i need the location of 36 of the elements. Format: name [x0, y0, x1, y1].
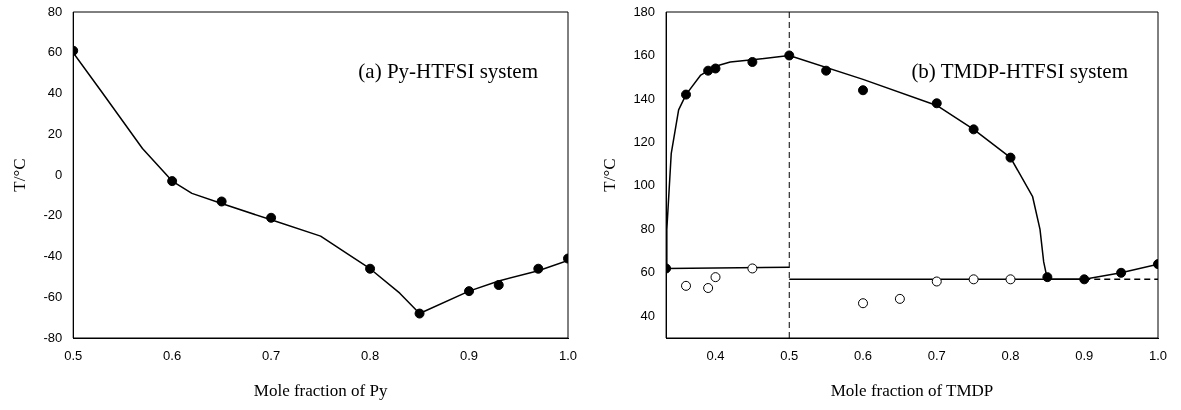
x-tick-label: 0.8	[361, 348, 380, 364]
y-tick-label: 80	[640, 220, 656, 236]
y-tick-label: 0	[54, 166, 63, 182]
y-tick-label: 100	[633, 177, 656, 193]
x-tick-label: 1.0	[558, 348, 578, 364]
x-tick-label: 0.4	[706, 348, 725, 364]
y-tick-label: -40	[43, 248, 63, 264]
x-tick-label: 0.9	[1075, 348, 1094, 364]
y-tick-label: 160	[633, 47, 656, 63]
y-tick-label: -20	[43, 207, 63, 223]
x-tick-label: 0.6	[853, 348, 873, 364]
y-tick-label: 40	[47, 85, 63, 101]
y-tick-label: 120	[633, 133, 656, 149]
x-tick-label: 0.6	[163, 348, 182, 364]
y-tick-label: 20	[47, 125, 63, 141]
y-axis-title: T/°C	[9, 158, 29, 192]
x-tick-label: 0.5	[64, 348, 83, 364]
y-axis-title: T/°C	[599, 158, 619, 192]
x-tick-label: 0.5	[780, 348, 799, 364]
x-tick-label: 0.8	[1001, 348, 1020, 364]
y-tick-label: 140	[633, 90, 656, 106]
y-tick-label: 60	[47, 44, 63, 60]
x-tick-label: 0.7	[927, 348, 946, 364]
y-tick-label: -80	[43, 329, 63, 345]
y-tick-label: 80	[47, 3, 63, 19]
annotation: (a) Py-HTFSI system	[358, 59, 538, 84]
x-axis-title: Mole fraction of Py	[253, 381, 388, 401]
y-tick-label: 40	[640, 307, 656, 323]
y-tick-label: 180	[633, 3, 656, 19]
y-tick-label: 60	[640, 264, 656, 280]
y-tick-label: -60	[43, 288, 63, 304]
annotation: (b) TMDP-HTFSI system	[911, 59, 1128, 84]
x-tick-label: 0.9	[460, 348, 479, 364]
x-tick-label: 0.7	[262, 348, 281, 364]
x-axis-title: Mole fraction of TMDP	[830, 381, 994, 401]
x-tick-label: 1.0	[1148, 348, 1168, 364]
